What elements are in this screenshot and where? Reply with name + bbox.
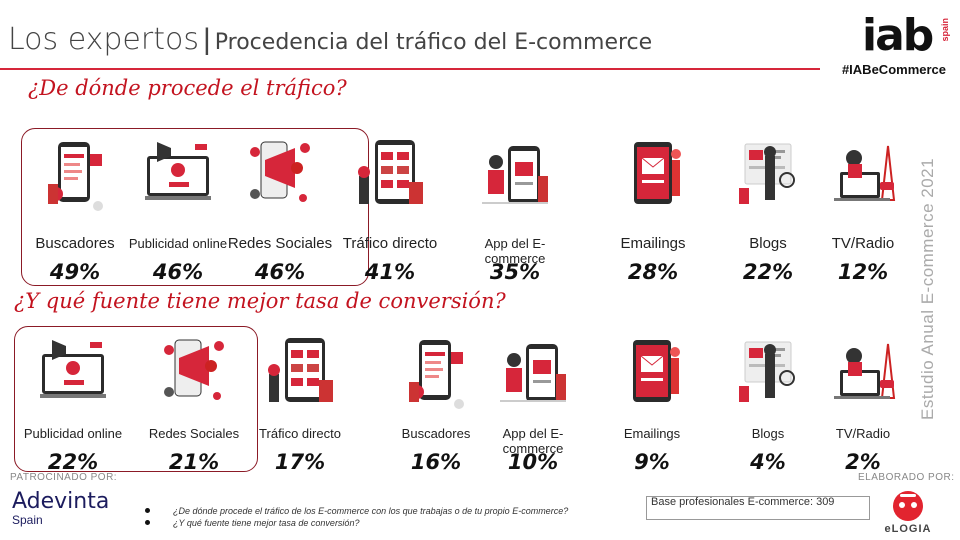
direct-traffic-icon (268, 338, 333, 402)
source-illustration (357, 136, 423, 220)
ecommerce-app-icon (482, 146, 548, 204)
tv-radio-icon (834, 343, 896, 399)
source-label: Emailings (620, 235, 686, 252)
source-percentage: 9% (634, 450, 670, 474)
social-media-icon (250, 141, 310, 202)
source-percentage: 46% (152, 260, 204, 284)
online-ads-icon (145, 142, 211, 200)
source-label: Buscadores (401, 426, 471, 441)
ecommerce-app-icon (500, 344, 566, 402)
source-illustration (145, 136, 211, 220)
note-item: ¿Y qué fuente tiene mejor tasa de conver… (145, 517, 568, 529)
social-media-icon (164, 339, 224, 400)
email-icon (633, 340, 680, 402)
direct-traffic-icon (358, 140, 423, 204)
source-percentage: 49% (49, 260, 101, 284)
elogia-logo: eLOGIA (878, 488, 938, 536)
source-illustration (500, 334, 566, 418)
source-label: TV/Radio (831, 235, 895, 252)
source-percentage: 2% (845, 450, 881, 474)
source-label: Publicidad online (128, 236, 228, 251)
source-illustration (40, 334, 106, 418)
top3-highlight-traffic (21, 128, 369, 286)
source-percentage: 28% (627, 260, 679, 284)
sponsor-logo-sub: Spain (12, 513, 43, 527)
title-subtitle: Procedencia del tráfico del E-commerce (214, 30, 653, 55)
blog-icon (739, 143, 795, 204)
source-label: Tráfico directo (259, 426, 341, 441)
title-rule (0, 68, 820, 70)
source-label: Tráfico directo (342, 235, 438, 252)
source-label: Publicidad online (23, 426, 123, 441)
email-icon (634, 142, 681, 204)
source-illustration (403, 334, 469, 418)
source-percentage: 16% (410, 450, 462, 474)
iab-logo: iab spain (862, 14, 950, 62)
source-percentage: 10% (507, 450, 559, 474)
online-ads-icon (40, 340, 106, 398)
sponsor-label: PATROCINADO POR: (10, 472, 118, 483)
source-illustration (620, 136, 686, 220)
source-percentage: 22% (47, 450, 99, 474)
top2-highlight-conversion (14, 326, 258, 472)
source-illustration (735, 334, 801, 418)
source-label: App del E-commerce (484, 236, 546, 266)
source-percentage: 35% (489, 260, 541, 284)
search-engine-icon (409, 340, 464, 409)
source-illustration (619, 334, 685, 418)
source-label: Emailings (623, 426, 681, 441)
elogia-logo-icon (893, 491, 923, 521)
source-illustration (482, 136, 548, 220)
source-label: Redes Sociales (227, 235, 333, 252)
source-percentage: 22% (742, 260, 794, 284)
blog-icon (739, 341, 795, 402)
note-item: ¿De dónde procede el tráfico de los E-co… (145, 505, 568, 517)
title-separator: | (202, 23, 211, 56)
source-illustration (830, 334, 896, 418)
title-main: Los expertos (8, 22, 199, 57)
source-label: App del E-commerce (502, 426, 564, 456)
made-by-label: ELABORADO POR: (858, 472, 955, 483)
sample-base: Base profesionales E-commerce: 309 (646, 496, 870, 520)
study-vertical-label: Estudio Anual E-commerce 2021 (918, 157, 937, 420)
source-illustration (830, 136, 896, 220)
source-percentage: 12% (837, 260, 889, 284)
source-illustration (735, 136, 801, 220)
source-label: Buscadores (35, 235, 115, 252)
source-label: Blogs (751, 426, 785, 441)
source-label: Blogs (749, 235, 787, 252)
source-percentage: 41% (364, 260, 416, 284)
question-traffic: ¿De dónde procede el tráfico? (28, 76, 347, 100)
question-conversion: ¿Y qué fuente tiene mejor tasa de conver… (14, 289, 506, 313)
source-label: TV/Radio (835, 426, 891, 441)
search-engine-icon (48, 142, 103, 211)
page-title: Los expertos | Procedencia del tráfico del… (8, 22, 652, 57)
source-illustration (42, 136, 108, 220)
source-label: Redes Sociales (148, 426, 240, 441)
iab-logo-region: spain (940, 18, 950, 42)
source-illustration (267, 334, 333, 418)
hashtag: #IABeCommerce (841, 62, 946, 77)
source-percentage: 46% (254, 260, 306, 284)
tv-radio-icon (834, 145, 896, 201)
source-illustration (161, 334, 227, 418)
question-notes: ¿De dónde procede el tráfico de los E-co… (145, 505, 568, 529)
source-illustration (247, 136, 313, 220)
iab-logo-text: iab (862, 10, 934, 61)
sponsor-logo: Adevinta (12, 489, 110, 514)
source-percentage: 21% (168, 450, 220, 474)
elogia-logo-text: eLOGIA (884, 523, 932, 535)
source-percentage: 17% (274, 450, 326, 474)
source-percentage: 4% (750, 450, 786, 474)
